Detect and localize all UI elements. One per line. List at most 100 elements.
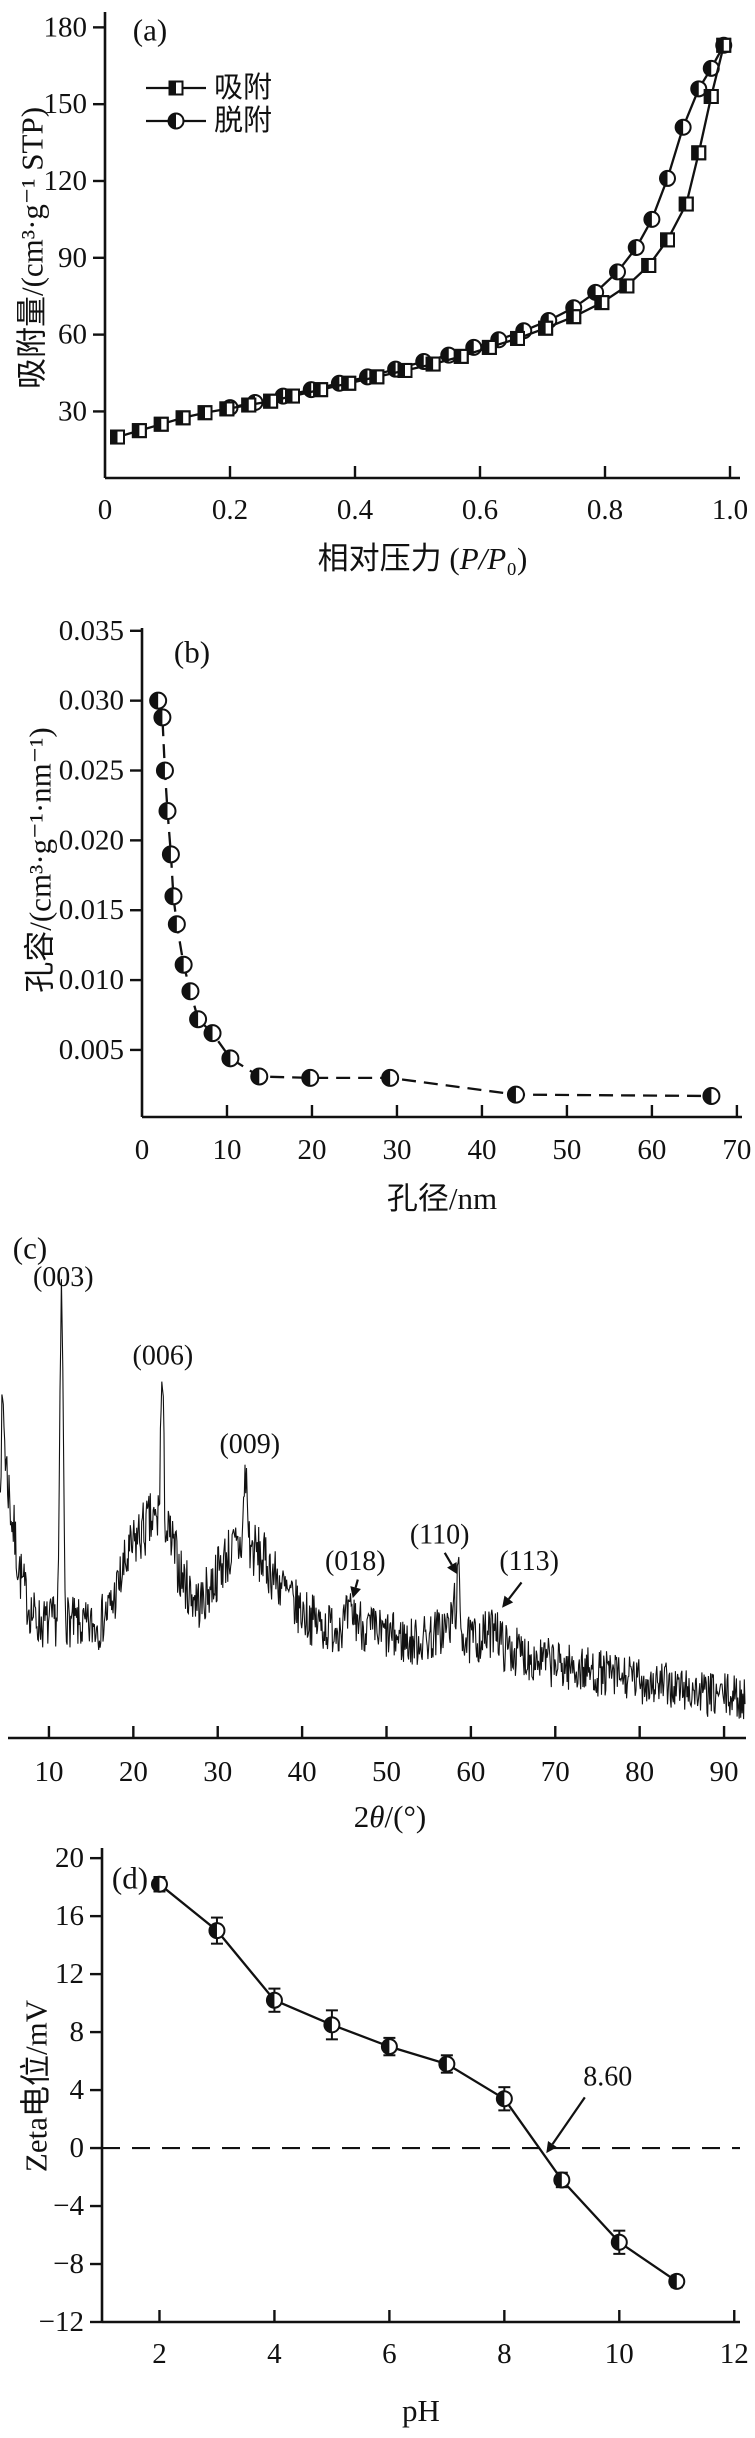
panel-a-series-0 [110,37,732,445]
half-circle-marker [674,118,692,136]
half-square-marker [425,356,441,372]
xrd-trace [0,1279,746,1720]
panel-c-axes: 10 20 30 40 50 60 70 80 90 [8,1726,746,1788]
y-tick-label: 0.020 [59,824,124,856]
panel-a-axes: 0 0.2 0.4 0.6 0.8 1.0 30 60 90 120 150 180 [44,11,749,526]
half-circle-marker [250,1067,269,1086]
x-tick-label: 20 [119,1756,148,1788]
panel-tag-c: (c) [13,1231,47,1266]
x-tick-label: 60 [456,1756,485,1788]
half-square-marker [131,423,147,439]
half-circle-marker [181,982,200,1001]
line [443,1552,453,1566]
panel-b-x-axis-title: 孔径/nm [387,1181,497,1216]
x-tick-label: 0 [135,1134,150,1166]
x-tick-label: 4 [267,2338,282,2370]
x-tick-label: 1.0 [712,494,748,526]
panel-d-series-0 [150,1875,686,2290]
annotation-860: 8.60 [546,2062,632,2154]
half-square-marker [397,362,413,378]
half-circle-marker [221,1049,240,1068]
half-circle-marker [150,1875,168,1893]
panel-c-x-axis-title: 2θ/(°) [354,1799,426,1834]
x-tick-label: 0.8 [587,494,623,526]
arrowhead-icon [546,2140,558,2154]
half-circle-marker [690,80,708,98]
half-circle-marker [438,2055,456,2073]
panel-b-y-axis-title: 孔容/(cm³·g⁻¹·nm⁻¹) [23,727,58,993]
x-tick-label: 12 [720,2338,749,2370]
half-square-marker [219,401,235,417]
half-square-marker [594,295,610,311]
half-square-marker [313,382,329,398]
half-square-marker [285,388,300,404]
half-square-marker [660,232,675,248]
half-circle-marker [659,169,676,187]
half-square-marker [641,257,657,273]
half-square-marker [153,416,169,432]
x-tick-label: 6 [382,2338,397,2370]
half-circle-marker [265,1991,283,2009]
y-tick-label: 30 [58,395,87,427]
half-circle-marker [149,691,168,710]
panel-tag-a: (a) [133,13,167,48]
panel-b-series-0 [149,691,721,1106]
legend-item-label: 吸附 [214,71,272,104]
x-tick-label: 60 [637,1134,666,1166]
x-tick-label: 50 [552,1134,581,1166]
half-square-marker [341,375,357,391]
arrowhead-icon [447,1562,458,1575]
half-square-marker [691,145,707,161]
y-tick-label: 4 [70,2074,85,2106]
line [507,1581,523,1600]
half-circle-marker [643,210,661,228]
x-tick-label: 20 [297,1134,326,1166]
half-square-marker [510,330,525,346]
x-tick-label: 40 [467,1134,496,1166]
panel-a-x-axis-title: 相对压力 (P/P₀) [318,541,528,576]
x-tick-label: 0.6 [462,494,498,526]
half-square-marker [566,309,582,325]
series-line [156,700,712,1098]
x-tick-label: 70 [541,1756,570,1788]
x-tick-label: 80 [625,1756,654,1788]
y-tick-label: −12 [39,2306,84,2338]
annotation-text: (006) [133,1341,194,1372]
half-square-marker [369,369,385,385]
half-circle-marker [158,802,177,821]
line [551,2096,586,2145]
half-circle-marker [323,2016,341,2034]
x-tick-label: 70 [722,1134,751,1166]
half-circle-marker [155,761,174,780]
annotation-text: (113) [499,1546,559,1577]
half-square-marker [175,410,191,426]
x-tick-label: 10 [605,2338,634,2370]
y-tick-label: 90 [58,242,87,274]
y-tick-label: 20 [55,1842,84,1874]
annotation-018: (018) [325,1546,386,1599]
y-tick-label: 0.035 [59,615,124,647]
half-square-marker [619,278,635,294]
half-square-marker [481,339,497,355]
half-square-marker [241,397,257,413]
half-circle-marker [627,239,645,257]
annotation-110: (110) [410,1520,470,1575]
panel-c: 10 20 30 40 50 60 70 80 90 2θ/(°) (c)(003) (006) (00… [0,1231,746,1834]
half-circle-marker [164,887,183,906]
annotation-009: (009) [219,1429,280,1460]
annotation-text: (110) [410,1520,470,1551]
annotation-text: (003) [33,1262,94,1293]
y-tick-label: 120 [44,165,88,197]
y-tick-label: 0.015 [59,894,124,926]
half-circle-marker [495,2090,513,2108]
y-tick-label: −4 [53,2190,84,2222]
annotation-006: (006) [133,1341,194,1372]
panel-d: 2 4 6 8 10 12 −12 −8 −4 0 4 8 12 16 20 pH Zeta电位/mV (d) 8.… [19,1842,749,2427]
half-circle-marker [301,1068,320,1087]
y-tick-label: 0 [70,2132,85,2164]
x-tick-label: 30 [382,1134,411,1166]
half-circle-marker [167,915,186,934]
x-tick-label: 0.2 [212,494,248,526]
x-tick-label: 30 [203,1756,232,1788]
